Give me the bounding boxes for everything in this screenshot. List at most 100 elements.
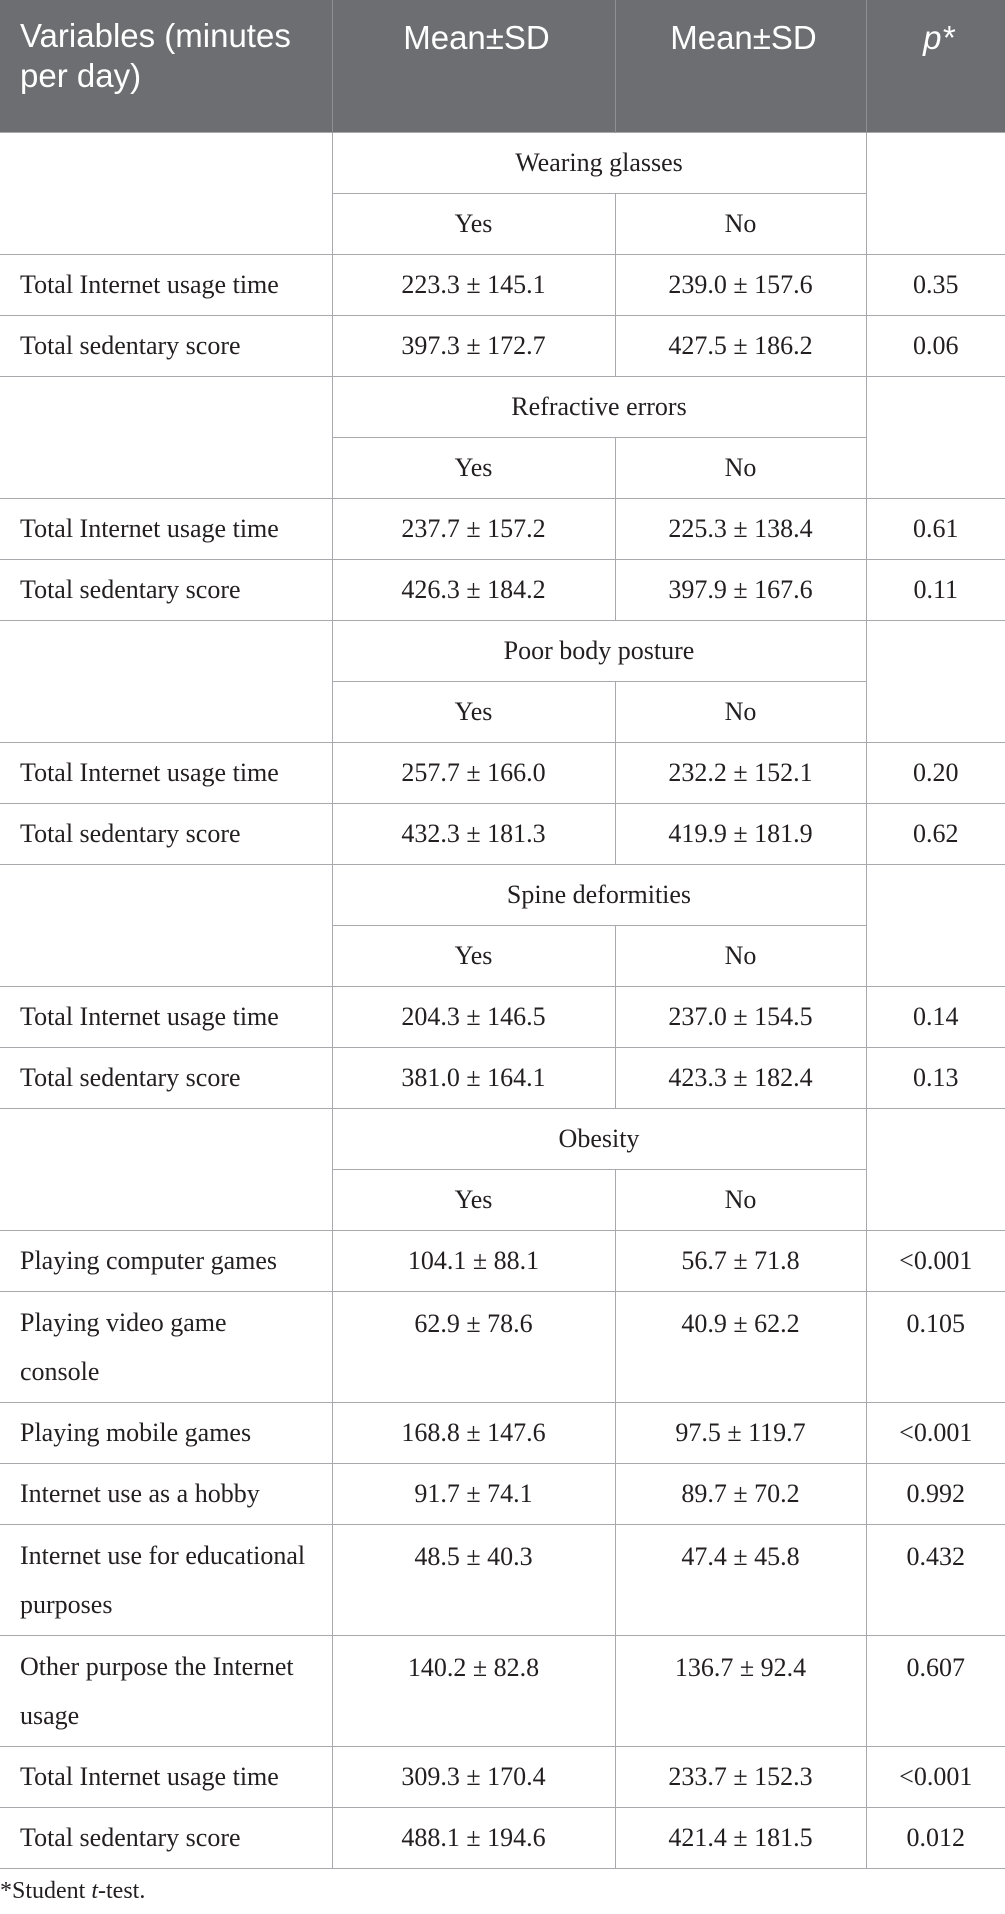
table-row: Total Internet usage time 309.3 ± 170.4 23… xyxy=(0,1746,1005,1808)
table-row: Total sedentary score 432.3 ± 181.3 419.9 … xyxy=(0,803,1005,865)
row-label: Total sedentary score xyxy=(0,803,333,865)
header-variables: Variables (minutes per day) xyxy=(0,0,333,133)
group-header-row: Poor body posture xyxy=(0,620,1005,743)
yes-value: 309.3 ± 170.4 xyxy=(331,1746,616,1808)
no-value: 421.4 ± 181.5 xyxy=(614,1807,867,1869)
table-row: Total sedentary score 381.0 ± 164.1 423.3 … xyxy=(0,1047,1005,1109)
group-no-label: No xyxy=(614,193,866,255)
group-p-blank-cell xyxy=(865,376,1005,499)
group-yes-label: Yes xyxy=(332,1169,616,1231)
yes-value: 91.7 ± 74.1 xyxy=(331,1463,616,1525)
row-label: Playing video game console xyxy=(0,1291,333,1403)
no-value: 232.2 ± 152.1 xyxy=(614,742,867,804)
p-value: 0.11 xyxy=(865,559,1005,621)
no-value: 225.3 ± 138.4 xyxy=(614,498,867,560)
footnote-mark: *Student xyxy=(0,1878,92,1904)
row-label: Total sedentary score xyxy=(0,1047,333,1109)
row-label: Playing computer games xyxy=(0,1230,333,1292)
row-label: Total Internet usage time xyxy=(0,742,333,804)
row-label: Internet use for educational purposes xyxy=(0,1524,333,1636)
p-value: 0.13 xyxy=(865,1047,1005,1109)
p-value: 0.14 xyxy=(865,986,1005,1048)
yes-value: 432.3 ± 181.3 xyxy=(331,803,616,865)
p-value: 0.61 xyxy=(865,498,1005,560)
row-label: Other purpose the Internet usage xyxy=(0,1635,333,1747)
group-header-row: Refractive errors xyxy=(0,376,1005,499)
yes-value: 488.1 ± 194.6 xyxy=(331,1807,616,1869)
group-p-blank-cell xyxy=(865,132,1005,255)
table-row: Total Internet usage time 237.7 ± 157.2 22… xyxy=(0,498,1005,560)
row-label: Playing mobile games xyxy=(0,1402,333,1464)
row-label: Total Internet usage time xyxy=(0,1746,333,1808)
table-row: Internet use for educational purposes 48.… xyxy=(0,1524,1005,1636)
group-name: Obesity xyxy=(331,1108,867,1170)
footnote-t: t xyxy=(91,1878,99,1904)
group-no-label: No xyxy=(614,437,866,499)
row-label: Total Internet usage time xyxy=(0,986,333,1048)
group-yes-no-row: Yes No xyxy=(0,1169,1005,1231)
yes-value: 204.3 ± 146.5 xyxy=(331,986,616,1048)
yes-value: 48.5 ± 40.3 xyxy=(331,1524,616,1636)
yes-value: 397.3 ± 172.7 xyxy=(331,315,616,377)
p-value: 0.35 xyxy=(865,254,1005,316)
no-value: 136.7 ± 92.4 xyxy=(614,1635,867,1747)
footnote: *Student t-test. xyxy=(0,1878,145,1905)
yes-value: 381.0 ± 164.1 xyxy=(331,1047,616,1109)
p-value: <0.001 xyxy=(865,1402,1005,1464)
results-table: Variables (minutes per day) Mean±SD Mean… xyxy=(0,0,1005,1869)
no-value: 239.0 ± 157.6 xyxy=(614,254,867,316)
p-value: 0.607 xyxy=(865,1635,1005,1747)
row-label: Total sedentary score xyxy=(0,559,333,621)
group-p-blank-cell xyxy=(865,1108,1005,1231)
no-value: 423.3 ± 182.4 xyxy=(614,1047,867,1109)
header-mean-sd-1: Mean±SD xyxy=(332,0,616,133)
no-value: 427.5 ± 186.2 xyxy=(614,315,867,377)
yes-value: 223.3 ± 145.1 xyxy=(331,254,616,316)
table-row: Total Internet usage time 204.3 ± 146.5 23… xyxy=(0,986,1005,1048)
no-value: 89.7 ± 70.2 xyxy=(614,1463,867,1525)
table-row: Total sedentary score 488.1 ± 194.6 421.4 … xyxy=(0,1807,1005,1869)
group-blank-cell xyxy=(0,864,333,987)
table-row: Total sedentary score 397.3 ± 172.7 427.5 … xyxy=(0,315,1005,377)
p-value: 0.20 xyxy=(865,742,1005,804)
table-row: Playing video game console 62.9 ± 78.6 40.… xyxy=(0,1291,1005,1403)
yes-value: 257.7 ± 166.0 xyxy=(331,742,616,804)
row-label: Total sedentary score xyxy=(0,1807,333,1869)
group-name: Spine deformities xyxy=(331,864,867,926)
p-value: 0.432 xyxy=(865,1524,1005,1636)
table-row: Playing computer games 104.1 ± 88.1 56.7 ±… xyxy=(0,1230,1005,1292)
yes-value: 237.7 ± 157.2 xyxy=(331,498,616,560)
table-row: Playing mobile games 168.8 ± 147.6 97.5 ± … xyxy=(0,1402,1005,1464)
p-value: 0.06 xyxy=(865,315,1005,377)
group-blank-cell xyxy=(0,620,333,743)
group-blank-cell xyxy=(0,1108,333,1231)
table-row: Total Internet usage time 223.3 ± 145.1 23… xyxy=(0,254,1005,316)
yes-value: 168.8 ± 147.6 xyxy=(331,1402,616,1464)
p-value: <0.001 xyxy=(865,1746,1005,1808)
yes-value: 104.1 ± 88.1 xyxy=(331,1230,616,1292)
group-blank-cell xyxy=(0,132,333,255)
no-value: 47.4 ± 45.8 xyxy=(614,1524,867,1636)
group-name: Wearing glasses xyxy=(331,132,867,194)
group-blank-cell xyxy=(0,376,333,499)
p-value: 0.105 xyxy=(865,1291,1005,1403)
no-value: 40.9 ± 62.2 xyxy=(614,1291,867,1403)
table-row: Total sedentary score 426.3 ± 184.2 397.9 … xyxy=(0,559,1005,621)
no-value: 397.9 ± 167.6 xyxy=(614,559,867,621)
p-value: <0.001 xyxy=(865,1230,1005,1292)
group-yes-no-row: Yes No xyxy=(0,925,1005,987)
group-yes-label: Yes xyxy=(332,193,616,255)
header-mean-sd-2: Mean±SD xyxy=(615,0,867,133)
row-label: Total Internet usage time xyxy=(0,498,333,560)
row-label: Total sedentary score xyxy=(0,315,333,377)
p-value: 0.992 xyxy=(865,1463,1005,1525)
no-value: 237.0 ± 154.5 xyxy=(614,986,867,1048)
group-name: Poor body posture xyxy=(331,620,867,682)
group-header-row: Wearing glasses xyxy=(0,132,1005,255)
no-value: 56.7 ± 71.8 xyxy=(614,1230,867,1292)
no-value: 233.7 ± 152.3 xyxy=(614,1746,867,1808)
group-yes-label: Yes xyxy=(332,437,616,499)
row-label: Total Internet usage time xyxy=(0,254,333,316)
group-yes-no-row: Yes No xyxy=(0,437,1005,499)
group-yes-label: Yes xyxy=(332,681,616,743)
